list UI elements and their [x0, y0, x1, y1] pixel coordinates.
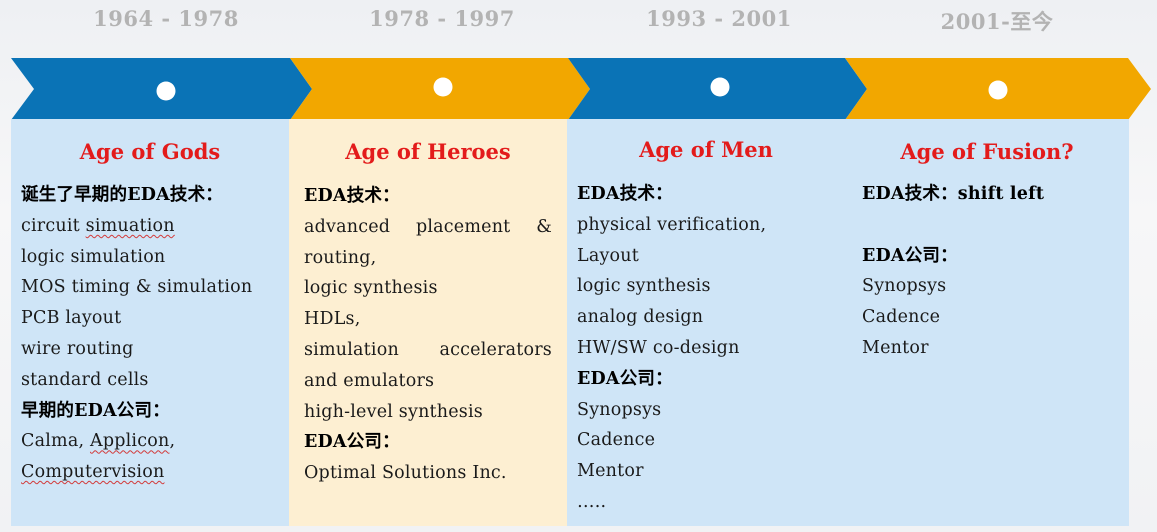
period-years-3: 1993 - 2001: [646, 6, 792, 31]
era-list-item: logic synthesis: [577, 276, 711, 297]
era-list-item: Optimal Solutions Inc.: [304, 463, 507, 484]
era-section-heading: EDA技术：shift left: [862, 184, 1045, 204]
era-lines-heroes: EDA技术： advanced placement & routing, logic sy…: [304, 181, 552, 489]
era-section-heading: EDA公司：: [304, 432, 400, 453]
timeline-arrow-bar: [11, 58, 1151, 120]
era-panel-heroes: Age of Heroes EDA技术： advanced placement & ro…: [289, 119, 567, 526]
period-years-2: 1978 - 1997: [369, 6, 515, 31]
era-list-item: high-level synthesis: [304, 401, 483, 422]
era-list-item: routing,: [304, 247, 377, 268]
era-list-item: advanced placement &: [304, 216, 552, 237]
timeline-dot-1: [156, 81, 176, 101]
era-section-heading: EDA技术：: [577, 184, 673, 204]
era-list-item: and emulators: [304, 370, 435, 391]
era-panel-gods: Age of Gods 诞生了早期的EDA技术： circuit simuatio…: [11, 119, 289, 526]
era-panel-fusion: Age of Fusion? EDA技术：shift left EDA公司： Sy…: [845, 119, 1129, 526]
era-list-item: logic synthesis: [304, 278, 438, 299]
era-list-item: [862, 210, 1124, 241]
era-section-heading: 早期的EDA公司：: [21, 400, 170, 421]
era-list-item: Synopsys: [862, 276, 947, 297]
era-list-item: …..: [577, 491, 607, 512]
era-list-item: HDLs,: [304, 309, 361, 330]
era-list-item: simulation accelerators: [304, 339, 552, 360]
era-list-item: Cadence: [862, 307, 941, 328]
era-list-item: Mentor: [577, 461, 644, 482]
era-list-item: Layout: [577, 245, 639, 266]
era-list-item: Computervision: [21, 462, 165, 483]
era-list-item: wire routing: [21, 338, 134, 359]
era-title-fusion: Age of Fusion?: [900, 139, 1074, 164]
era-list-item: logic simulation: [21, 246, 166, 267]
era-lines-men: EDA技术： physical verification, Layout logic …: [577, 179, 839, 518]
timeline-dot-2: [433, 77, 453, 97]
era-title-men: Age of Men: [639, 137, 773, 162]
era-list-item: analog design: [577, 307, 704, 328]
era-list-item: physical verification,: [577, 214, 767, 235]
era-section-heading: EDA技术：: [304, 186, 400, 206]
era-lines-fusion: EDA技术：shift left EDA公司： Synopsys Cadence Me…: [862, 179, 1124, 364]
era-section-heading: EDA公司：: [577, 368, 673, 389]
era-list-item: HW/SW co-design: [577, 337, 740, 358]
era-list-item: Calma, Applicon,: [21, 431, 176, 452]
timeline-dot-4: [988, 80, 1008, 100]
era-list-item: Synopsys: [577, 399, 662, 420]
period-years-4: 2001-至今: [940, 9, 1054, 34]
era-list-item: standard cells: [21, 369, 149, 390]
era-list-item: Cadence: [577, 430, 656, 451]
era-title-gods: Age of Gods: [79, 139, 221, 164]
era-title-heroes: Age of Heroes: [345, 139, 511, 164]
era-list-item: MOS timing & simulation: [21, 277, 253, 298]
era-list-item: PCB layout: [21, 308, 122, 329]
era-section-heading: EDA公司：: [862, 245, 958, 266]
era-section-heading: 诞生了早期的EDA技术：: [21, 185, 223, 205]
era-list-item: circuit simuation: [21, 215, 175, 236]
era-lines-gods: 诞生了早期的EDA技术： circuit simuation logic simul…: [21, 180, 281, 488]
timeline-dot-3: [710, 77, 730, 97]
period-years-1: 1964 - 1978: [93, 6, 239, 31]
era-list-item: Mentor: [862, 337, 929, 358]
era-panel-men: Age of Men EDA技术： physical verification, L…: [567, 119, 845, 526]
